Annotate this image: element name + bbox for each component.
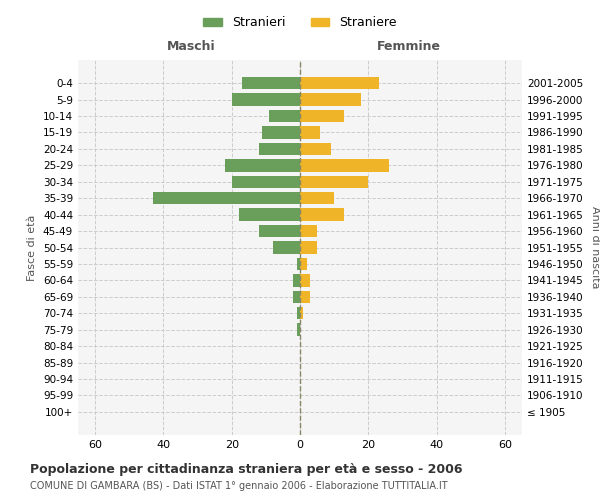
Bar (300, 192, 334, 204)
Bar (300, 94, 361, 106)
Bar (300, 258, 307, 270)
Bar (300, 77, 379, 90)
Bar (153, 192, 300, 204)
Bar (300, 242, 317, 254)
Text: Popolazione per cittadinanza straniera per età e sesso - 2006: Popolazione per cittadinanza straniera p… (30, 462, 463, 475)
Bar (296, 307, 300, 320)
Bar (232, 176, 300, 188)
Bar (300, 290, 310, 303)
Text: Femmine: Femmine (377, 40, 441, 52)
Y-axis label: Anni di nascita: Anni di nascita (590, 206, 600, 289)
Bar (293, 274, 300, 286)
Bar (300, 274, 310, 286)
Bar (300, 225, 317, 237)
Bar (242, 77, 300, 90)
Bar (300, 143, 331, 155)
Bar (272, 242, 300, 254)
Bar (300, 307, 304, 320)
Bar (239, 208, 300, 221)
Y-axis label: Fasce di età: Fasce di età (28, 214, 37, 280)
Bar (232, 94, 300, 106)
Bar (300, 208, 344, 221)
Text: Maschi: Maschi (166, 40, 215, 52)
Bar (300, 110, 344, 122)
Bar (293, 290, 300, 303)
Bar (262, 126, 300, 138)
Bar (225, 159, 300, 172)
Bar (300, 176, 368, 188)
Bar (296, 324, 300, 336)
Text: COMUNE DI GAMBARA (BS) - Dati ISTAT 1° gennaio 2006 - Elaborazione TUTTITALIA.IT: COMUNE DI GAMBARA (BS) - Dati ISTAT 1° g… (30, 481, 448, 491)
Bar (300, 159, 389, 172)
Bar (269, 110, 300, 122)
Legend: Stranieri, Straniere: Stranieri, Straniere (198, 11, 402, 34)
Bar (259, 225, 300, 237)
Bar (300, 126, 320, 138)
Bar (296, 258, 300, 270)
Bar (259, 143, 300, 155)
